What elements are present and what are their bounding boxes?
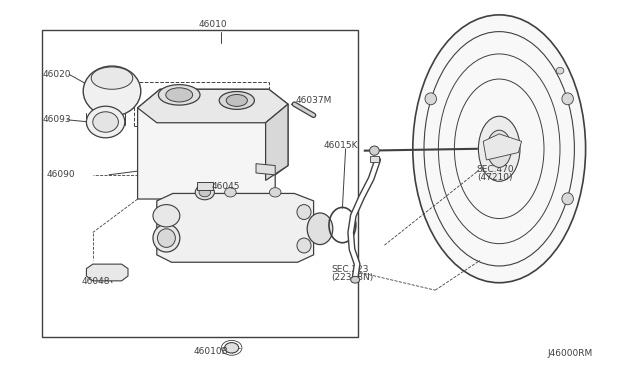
Text: 46037M: 46037M: [296, 96, 332, 105]
Ellipse shape: [297, 205, 311, 219]
Ellipse shape: [92, 67, 133, 89]
Text: J46000RM: J46000RM: [547, 349, 593, 358]
Ellipse shape: [369, 146, 379, 155]
Ellipse shape: [297, 238, 311, 253]
Ellipse shape: [479, 116, 520, 182]
Ellipse shape: [556, 67, 564, 74]
Text: 46020: 46020: [43, 70, 72, 79]
Ellipse shape: [83, 66, 141, 116]
Bar: [42, 30, 358, 337]
Ellipse shape: [159, 85, 200, 105]
Text: 46090: 46090: [47, 170, 76, 179]
Ellipse shape: [225, 188, 236, 197]
Ellipse shape: [166, 88, 193, 102]
Polygon shape: [138, 89, 288, 199]
Text: 46048: 46048: [82, 277, 111, 286]
Ellipse shape: [93, 112, 118, 132]
Ellipse shape: [562, 93, 573, 105]
Ellipse shape: [153, 224, 180, 252]
Text: 46093: 46093: [43, 115, 72, 124]
Ellipse shape: [153, 205, 180, 227]
Polygon shape: [157, 193, 314, 262]
Ellipse shape: [157, 229, 175, 247]
Polygon shape: [266, 104, 288, 180]
Ellipse shape: [307, 213, 333, 245]
Ellipse shape: [227, 94, 248, 106]
Text: SEC.470: SEC.470: [477, 165, 515, 174]
Text: 46045: 46045: [211, 182, 240, 190]
Ellipse shape: [487, 130, 511, 167]
Polygon shape: [138, 89, 288, 123]
Ellipse shape: [351, 276, 360, 283]
Ellipse shape: [219, 92, 255, 109]
Text: 46010: 46010: [198, 20, 227, 29]
Ellipse shape: [562, 193, 573, 205]
Text: (22318N): (22318N): [332, 273, 374, 282]
Text: (47210): (47210): [477, 173, 512, 182]
Polygon shape: [86, 264, 128, 281]
Ellipse shape: [413, 15, 586, 283]
Text: 46015K: 46015K: [323, 141, 358, 150]
Ellipse shape: [225, 343, 239, 353]
Polygon shape: [483, 134, 522, 160]
Ellipse shape: [269, 188, 281, 197]
Polygon shape: [197, 182, 213, 190]
Ellipse shape: [195, 185, 214, 200]
Polygon shape: [370, 156, 379, 162]
Ellipse shape: [425, 93, 436, 105]
Text: SEC.223: SEC.223: [332, 265, 369, 274]
Ellipse shape: [199, 188, 211, 197]
Polygon shape: [256, 164, 275, 175]
Text: 46010B: 46010B: [194, 347, 228, 356]
Ellipse shape: [86, 106, 125, 138]
